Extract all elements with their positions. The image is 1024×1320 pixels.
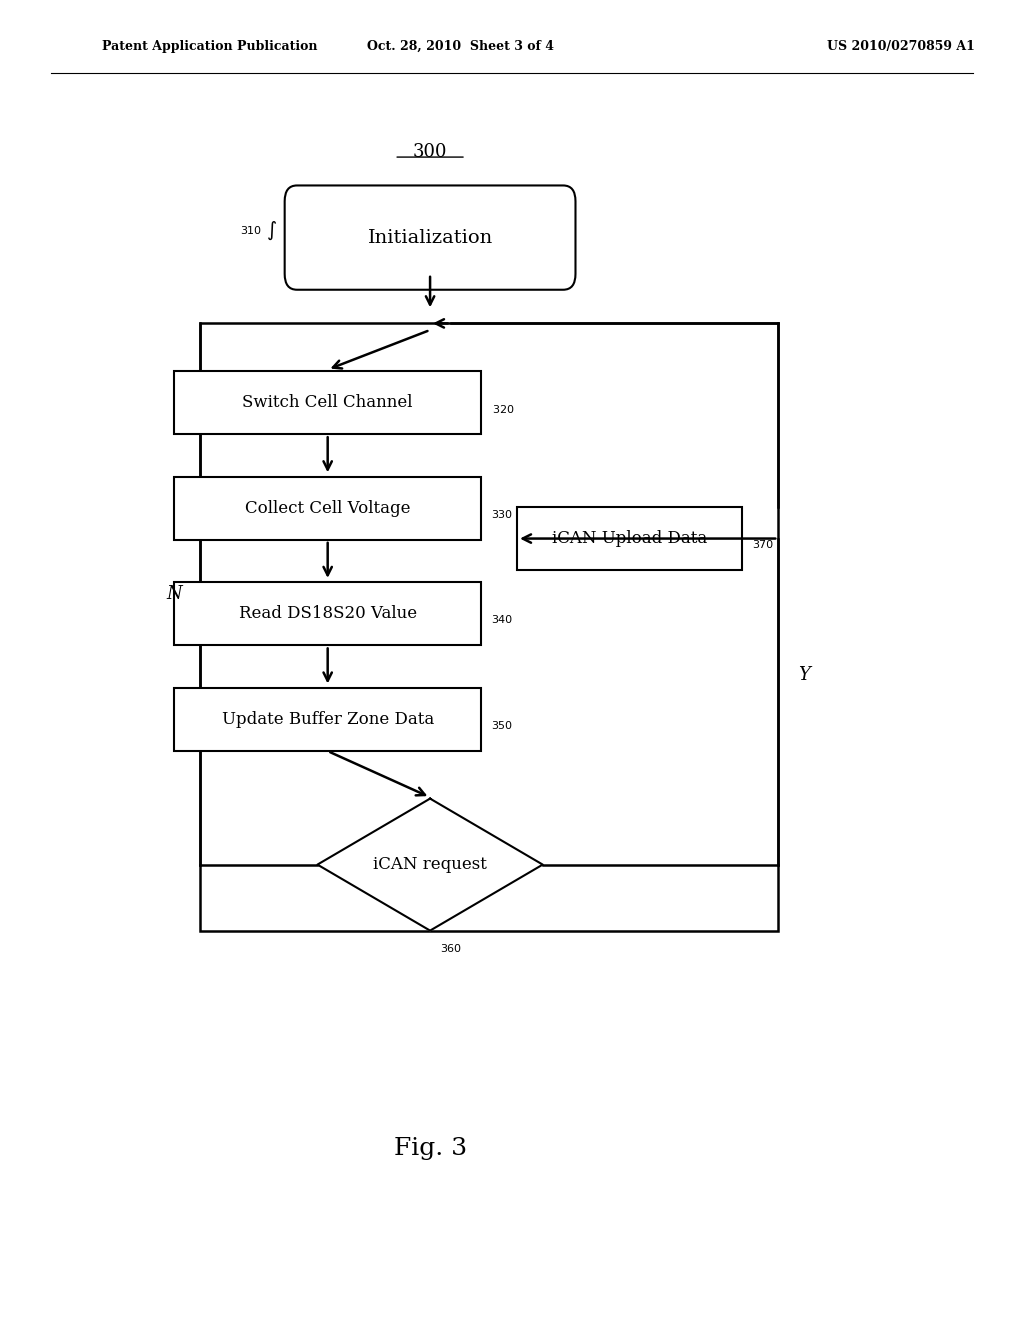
- Text: 360: 360: [440, 944, 462, 954]
- FancyBboxPatch shape: [174, 477, 481, 540]
- Text: Oct. 28, 2010  Sheet 3 of 4: Oct. 28, 2010 Sheet 3 of 4: [368, 40, 554, 53]
- Text: 350: 350: [492, 721, 513, 731]
- Text: $\mathsf{\mathsf{\text{320}}}$: $\mathsf{\mathsf{\text{320}}}$: [492, 403, 514, 416]
- Text: iCAN request: iCAN request: [373, 857, 487, 873]
- FancyBboxPatch shape: [174, 371, 481, 434]
- FancyBboxPatch shape: [174, 688, 481, 751]
- Bar: [200, 323, 778, 931]
- Text: N: N: [166, 585, 182, 603]
- FancyBboxPatch shape: [174, 582, 481, 645]
- FancyBboxPatch shape: [517, 507, 742, 570]
- Text: 370: 370: [753, 540, 774, 550]
- Text: 340: 340: [492, 615, 513, 626]
- Text: Initialization: Initialization: [368, 228, 493, 247]
- Text: Collect Cell Voltage: Collect Cell Voltage: [245, 500, 411, 516]
- Polygon shape: [317, 799, 543, 931]
- Text: US 2010/0270859 A1: US 2010/0270859 A1: [827, 40, 975, 53]
- Text: Read DS18S20 Value: Read DS18S20 Value: [239, 606, 417, 622]
- Text: Y: Y: [798, 667, 810, 684]
- Text: 330: 330: [492, 510, 513, 520]
- Text: iCAN Upload Data: iCAN Upload Data: [552, 531, 708, 546]
- FancyBboxPatch shape: [285, 186, 575, 290]
- Text: Fig. 3: Fig. 3: [393, 1137, 467, 1160]
- Text: Patent Application Publication: Patent Application Publication: [102, 40, 317, 53]
- Text: 300: 300: [413, 143, 447, 161]
- Text: 310: 310: [240, 226, 261, 236]
- Text: Update Buffer Zone Data: Update Buffer Zone Data: [221, 711, 434, 727]
- Text: Switch Cell Channel: Switch Cell Channel: [243, 395, 413, 411]
- Text: $\mathsf{\int}$: $\mathsf{\int}$: [266, 220, 276, 242]
